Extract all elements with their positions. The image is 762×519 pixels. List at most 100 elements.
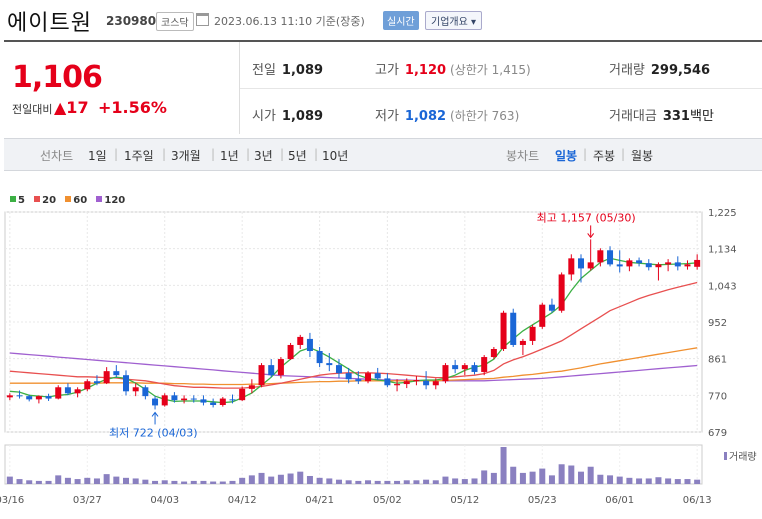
candle-body [326,363,333,366]
stat-unit: 백만 [689,109,714,124]
volume-frame [4,444,703,485]
stat-label: 고가 [375,63,399,78]
candle-body [93,381,100,384]
volume-bar [539,468,546,484]
company-overview-dropdown[interactable]: 기업개요 ▾ [425,11,482,30]
stat-label: 거래량 [609,63,645,78]
candle-body [26,396,33,400]
stat-value: 1,082 [404,109,447,124]
stat-open: 시가 1,089 [252,105,323,124]
candle-body [374,373,381,379]
candle-monthly[interactable]: 월봉 [631,149,654,163]
volume-bar [616,476,623,484]
y-tick-label: 770 [708,391,727,402]
candle-body [306,338,313,352]
separator: | [246,147,251,161]
x-tick-label: 04/21 [305,495,334,506]
volume-bar [26,480,33,484]
period-5y[interactable]: 5년 [288,149,307,163]
volume-bar [306,475,313,484]
market-badge: 코스닥 [156,12,194,31]
candle-daily[interactable]: 일봉 [555,149,578,163]
volume-bar [219,481,226,484]
volume-bar [161,480,168,484]
volume-bar [297,471,304,484]
candle-body [548,304,555,311]
candle-body [287,344,294,360]
low-annotation: 최저 722 (04/03) [109,426,198,439]
candle-body [6,395,13,398]
candle-body [529,326,536,341]
volume-bar [142,479,149,484]
volume-bar [384,480,391,484]
volume-bar [355,480,362,484]
candle-body [200,399,207,403]
candle-body [655,264,662,268]
volume-bar [74,479,81,484]
candle-body [568,258,575,275]
separator: | [280,147,285,161]
candle-body [258,365,265,386]
stat-label: 전일 [252,63,276,78]
volume-bar [345,480,352,484]
volume-bar [248,475,255,484]
candle-body [539,304,546,327]
x-tick-label: 04/03 [150,495,179,506]
y-tick-label: 1,134 [708,245,737,256]
candle-body [510,312,517,345]
candle-body [645,263,652,268]
candle-body [665,262,672,265]
candle-body [297,336,304,345]
volume-bar [268,476,275,484]
candle-body [558,274,565,311]
volume-bar [190,480,197,484]
candle-weekly[interactable]: 주봉 [593,149,616,163]
stat-amount: 거래대금 331백만 [609,105,714,124]
stat-label: 저가 [375,109,399,124]
volume-bar [6,476,13,484]
volume-bar [287,473,294,484]
volume-bar [626,477,633,484]
volume-bar [55,475,62,484]
volume-bar [413,480,420,484]
volume-bar [481,470,488,484]
realtime-button[interactable]: 실시간 [383,11,419,30]
volume-bar [655,477,662,484]
candle-body [616,264,623,267]
period-1y[interactable]: 1년 [220,149,239,163]
volume-bar [84,477,91,484]
candle-body [471,365,478,372]
x-tick-label: 06/01 [605,495,634,506]
stat-volume: 거래량 299,546 [609,59,710,78]
period-1d[interactable]: 1일 [88,149,107,163]
lower-limit: (하한가 763) [450,109,520,123]
period-3m[interactable]: 3개월 [171,149,201,163]
candle-body [394,384,401,386]
stock-name: 에이트원 [7,11,92,36]
ma120-line [9,352,698,382]
candle-body [103,371,110,384]
period-3y[interactable]: 3년 [254,149,273,163]
volume-bar [452,478,459,484]
volume-bar [316,477,323,484]
candle-body [152,398,159,406]
x-tick-label: 06/13 [683,495,712,506]
stat-high: 고가 1,120 (상한가 1,415) [375,59,531,78]
stat-value: 1,089 [281,109,324,124]
candle-body [345,373,352,380]
volume-bar [607,475,614,484]
volume-bar [374,480,381,484]
volume-bar [548,475,555,484]
y-tick-label: 679 [708,428,727,439]
stat-label: 거래대금 [609,109,657,124]
volume-bar [16,479,23,484]
candle-body [442,365,449,382]
candle-body [123,375,130,392]
x-tick-label: 03/16 [0,495,24,506]
period-1w[interactable]: 1주일 [124,149,154,163]
period-10y[interactable]: 10년 [322,149,349,163]
volume-bar [684,479,691,484]
candle-body [277,359,284,376]
candle-body [171,395,178,401]
